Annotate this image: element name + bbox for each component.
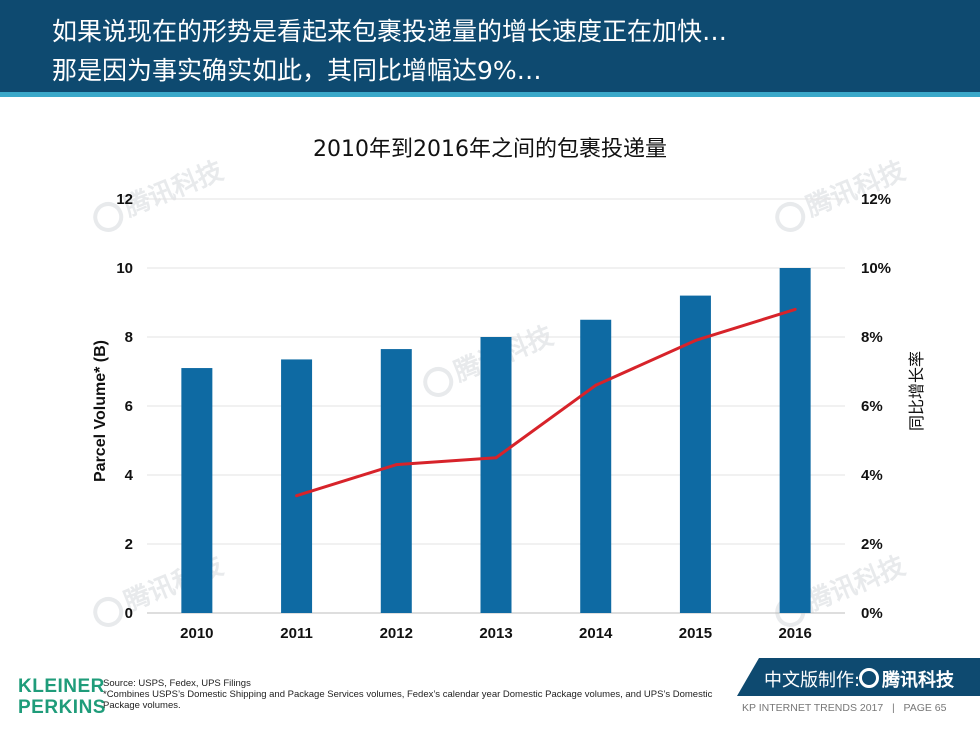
bar-2012 [380,349,412,613]
growth-point-2011 [295,494,299,498]
header-line-1: 如果说现在的形势是看起来包裹投递量的增长速度正在加快… [52,17,728,46]
footer-separator: | [891,702,895,714]
bar-2016 [779,268,811,613]
tencent-tech-logo: 腾讯科技 [859,666,954,692]
growth-point-2016 [793,307,797,311]
y2-tick-label: 10% [861,260,891,277]
y-tick-label: 4 [125,467,134,484]
y2-tick-label: 8% [861,329,883,346]
y2-tick-label: 0% [861,605,883,622]
page-number: PAGE 65 [903,702,947,714]
x-tick-label: 2012 [380,625,413,642]
y-tick-label: 10 [116,260,133,277]
x-tick-label: 2013 [479,625,512,642]
x-tick-label: 2010 [180,625,213,642]
credit-tag-label: 中文版制作: [764,670,861,691]
y-tick-label: 12 [116,191,133,208]
y-tick-label: 8 [125,329,133,346]
source-note: Source: USPS, Fedex, UPS Filings *Combin… [103,678,723,711]
x-tick-label: 2016 [778,625,811,642]
x-tick-label: 2014 [579,625,613,642]
kleiner-perkins-logo: KLEINER PERKINS [18,676,106,718]
footnote-line: *Combines USPS’s Domestic Shipping and P… [103,689,713,711]
header-banner: 如果说现在的形势是看起来包裹投递量的增长速度正在加快… 那是因为事实确实如此，其… [0,0,980,92]
header-line-2: 那是因为事实确实如此，其同比增幅达9%… [52,56,542,85]
y-tick-label: 0 [125,605,133,622]
growth-point-2013 [494,456,498,460]
bar-2015 [679,295,711,613]
growth-point-2015 [693,338,697,342]
bar-2010 [181,368,213,613]
bar-2014 [580,319,612,613]
y2-tick-label: 12% [861,191,891,208]
growth-rate-line [296,307,796,498]
credit-tag: 中文版制作: 腾讯科技 [737,658,980,696]
growth-point-2014 [594,383,598,387]
y2-tick-label: 2% [861,536,883,553]
y-tick-label: 2 [125,536,133,553]
growth-point-2012 [394,463,398,467]
y2-axis-label: 同比增长率 [907,351,926,431]
tencent-logo-icon [859,668,879,688]
x-tick-label: 2011 [280,625,313,642]
y-axis-label: Parcel Volume* (B) [92,340,109,482]
parcel-volume-chart: 0 2 4 6 8 10 12 0% 2% 4% 6% 8% 10% 12% 2010 2011 2012 201… [92,191,926,642]
y2-tick-label: 4% [861,467,883,484]
chart-title: 2010年到2016年之间的包裹投递量 [313,137,667,162]
header-accent-bar [0,92,980,97]
bar-2013 [480,337,512,613]
x-tick-label: 2015 [679,625,712,642]
y2-tick-label: 6% [861,398,883,415]
footer-page-info: KP INTERNET TRENDS 2017 | PAGE 65 [742,702,946,714]
trends-label: KP INTERNET TRENDS 2017 [742,702,884,714]
source-line: Source: USPS, Fedex, UPS Filings [103,678,251,689]
y-tick-label: 6 [125,398,133,415]
bar-2011 [281,359,313,613]
